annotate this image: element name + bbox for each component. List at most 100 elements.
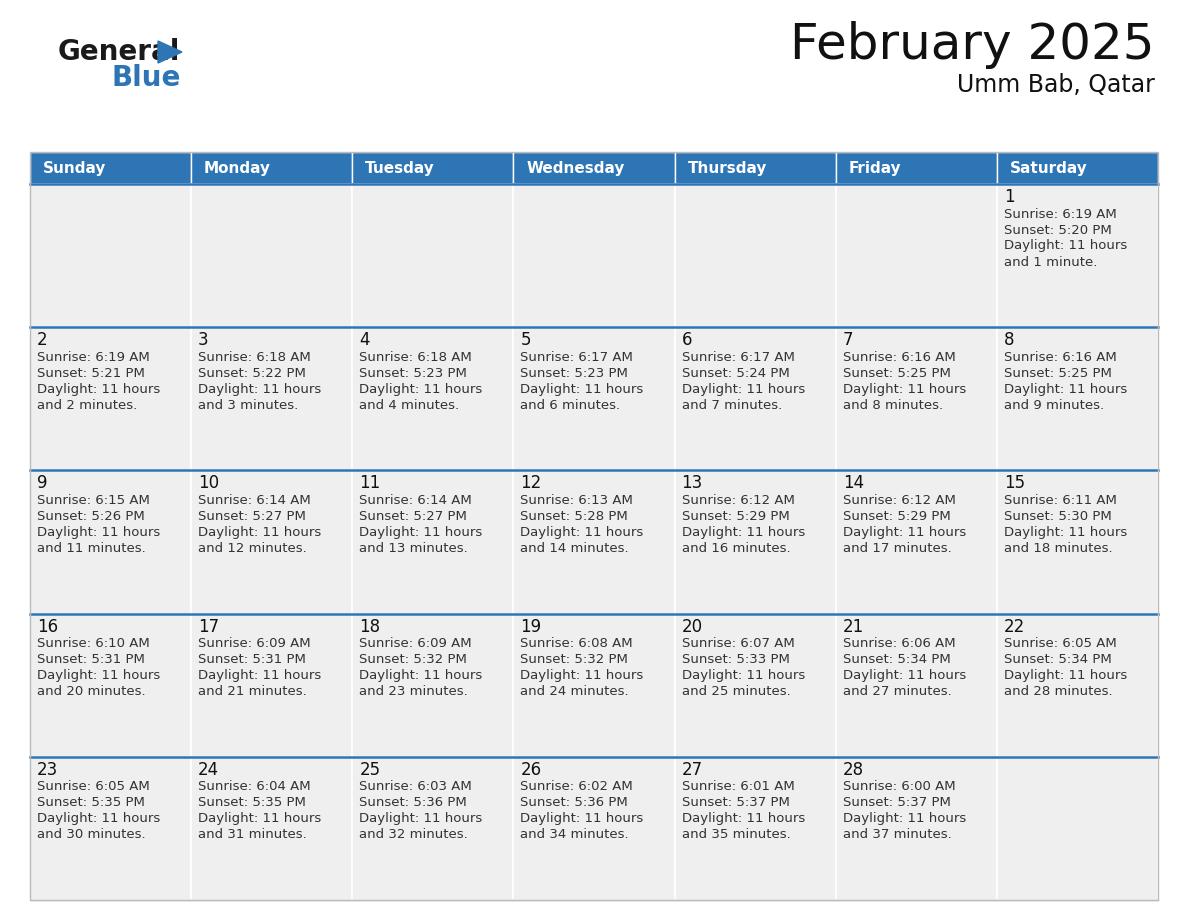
Text: and 24 minutes.: and 24 minutes. (520, 685, 630, 698)
Text: Daylight: 11 hours: Daylight: 11 hours (359, 526, 482, 539)
Text: and 37 minutes.: and 37 minutes. (842, 828, 952, 841)
Bar (191, 613, 353, 756)
Text: Saturday: Saturday (1010, 161, 1087, 175)
Bar (675, 470, 835, 613)
Text: Sunrise: 6:17 AM: Sunrise: 6:17 AM (682, 351, 795, 364)
Text: Daylight: 11 hours: Daylight: 11 hours (37, 383, 160, 396)
Text: Daylight: 11 hours: Daylight: 11 hours (682, 526, 804, 539)
Text: Sunset: 5:23 PM: Sunset: 5:23 PM (359, 366, 467, 380)
Text: Sunrise: 6:00 AM: Sunrise: 6:00 AM (842, 780, 955, 793)
Bar (30, 756, 191, 900)
Text: and 8 minutes.: and 8 minutes. (842, 398, 943, 411)
Bar (513, 152, 675, 184)
Text: 3: 3 (198, 331, 209, 349)
Text: 19: 19 (520, 618, 542, 635)
Text: Monday: Monday (204, 161, 271, 175)
Text: 7: 7 (842, 331, 853, 349)
Text: 12: 12 (520, 475, 542, 492)
Text: Sunrise: 6:15 AM: Sunrise: 6:15 AM (37, 494, 150, 507)
Bar (353, 152, 513, 184)
Text: Daylight: 11 hours: Daylight: 11 hours (1004, 526, 1127, 539)
Text: Sunrise: 6:01 AM: Sunrise: 6:01 AM (682, 780, 795, 793)
Text: 25: 25 (359, 761, 380, 778)
Bar (675, 184, 835, 327)
Text: Daylight: 11 hours: Daylight: 11 hours (842, 669, 966, 682)
Bar (835, 152, 997, 184)
Text: Sunrise: 6:07 AM: Sunrise: 6:07 AM (682, 637, 795, 650)
Text: Sunset: 5:29 PM: Sunset: 5:29 PM (682, 509, 789, 523)
Text: and 28 minutes.: and 28 minutes. (1004, 685, 1112, 698)
Text: Sunrise: 6:18 AM: Sunrise: 6:18 AM (198, 351, 311, 364)
Bar (513, 470, 675, 613)
Text: Sunrise: 6:12 AM: Sunrise: 6:12 AM (682, 494, 795, 507)
Text: Sunset: 5:31 PM: Sunset: 5:31 PM (198, 653, 307, 666)
Bar (353, 756, 513, 900)
Text: 11: 11 (359, 475, 380, 492)
Text: Sunset: 5:35 PM: Sunset: 5:35 PM (37, 796, 145, 810)
Text: Sunrise: 6:04 AM: Sunrise: 6:04 AM (198, 780, 311, 793)
Text: Daylight: 11 hours: Daylight: 11 hours (842, 812, 966, 825)
Text: 24: 24 (198, 761, 220, 778)
Bar (30, 470, 191, 613)
Text: Sunrise: 6:16 AM: Sunrise: 6:16 AM (842, 351, 955, 364)
Text: 22: 22 (1004, 618, 1025, 635)
Text: Sunrise: 6:09 AM: Sunrise: 6:09 AM (359, 637, 472, 650)
Text: Sunday: Sunday (43, 161, 106, 175)
Text: Sunset: 5:24 PM: Sunset: 5:24 PM (682, 366, 789, 380)
Text: Sunrise: 6:05 AM: Sunrise: 6:05 AM (37, 780, 150, 793)
Text: Daylight: 11 hours: Daylight: 11 hours (520, 812, 644, 825)
Text: Sunrise: 6:08 AM: Sunrise: 6:08 AM (520, 637, 633, 650)
Text: 1: 1 (1004, 188, 1015, 206)
Text: Daylight: 11 hours: Daylight: 11 hours (359, 383, 482, 396)
Bar (675, 613, 835, 756)
Bar (353, 613, 513, 756)
Text: and 9 minutes.: and 9 minutes. (1004, 398, 1104, 411)
Text: and 6 minutes.: and 6 minutes. (520, 398, 620, 411)
Text: and 1 minute.: and 1 minute. (1004, 255, 1098, 268)
Text: Sunset: 5:35 PM: Sunset: 5:35 PM (198, 796, 307, 810)
Text: Sunset: 5:26 PM: Sunset: 5:26 PM (37, 509, 145, 523)
Text: Sunset: 5:30 PM: Sunset: 5:30 PM (1004, 509, 1112, 523)
Text: Daylight: 11 hours: Daylight: 11 hours (682, 383, 804, 396)
Text: Daylight: 11 hours: Daylight: 11 hours (1004, 383, 1127, 396)
Bar (191, 756, 353, 900)
Text: 6: 6 (682, 331, 693, 349)
Bar (513, 184, 675, 327)
Text: 17: 17 (198, 618, 220, 635)
Text: and 7 minutes.: and 7 minutes. (682, 398, 782, 411)
Text: Daylight: 11 hours: Daylight: 11 hours (1004, 669, 1127, 682)
Text: Daylight: 11 hours: Daylight: 11 hours (37, 526, 160, 539)
Bar (997, 613, 1158, 756)
Text: and 18 minutes.: and 18 minutes. (1004, 542, 1112, 554)
Bar (997, 470, 1158, 613)
Bar (353, 470, 513, 613)
Text: Sunrise: 6:11 AM: Sunrise: 6:11 AM (1004, 494, 1117, 507)
Text: Daylight: 11 hours: Daylight: 11 hours (520, 383, 644, 396)
Text: Sunset: 5:33 PM: Sunset: 5:33 PM (682, 653, 790, 666)
Text: Sunset: 5:28 PM: Sunset: 5:28 PM (520, 509, 628, 523)
Text: Daylight: 11 hours: Daylight: 11 hours (198, 812, 322, 825)
Text: Daylight: 11 hours: Daylight: 11 hours (198, 526, 322, 539)
Bar (997, 756, 1158, 900)
Bar (191, 470, 353, 613)
Text: 20: 20 (682, 618, 702, 635)
Text: General: General (58, 38, 181, 66)
Text: Sunset: 5:25 PM: Sunset: 5:25 PM (842, 366, 950, 380)
Text: 9: 9 (37, 475, 48, 492)
Text: and 25 minutes.: and 25 minutes. (682, 685, 790, 698)
Bar (997, 184, 1158, 327)
Polygon shape (158, 41, 182, 63)
Bar (513, 613, 675, 756)
Text: Daylight: 11 hours: Daylight: 11 hours (37, 812, 160, 825)
Text: Daylight: 11 hours: Daylight: 11 hours (682, 812, 804, 825)
Bar (353, 327, 513, 470)
Text: Sunrise: 6:05 AM: Sunrise: 6:05 AM (1004, 637, 1117, 650)
Text: and 34 minutes.: and 34 minutes. (520, 828, 630, 841)
Bar (513, 327, 675, 470)
Text: 10: 10 (198, 475, 220, 492)
Bar (191, 152, 353, 184)
Text: 27: 27 (682, 761, 702, 778)
Bar (675, 152, 835, 184)
Text: Sunrise: 6:19 AM: Sunrise: 6:19 AM (37, 351, 150, 364)
Text: 5: 5 (520, 331, 531, 349)
